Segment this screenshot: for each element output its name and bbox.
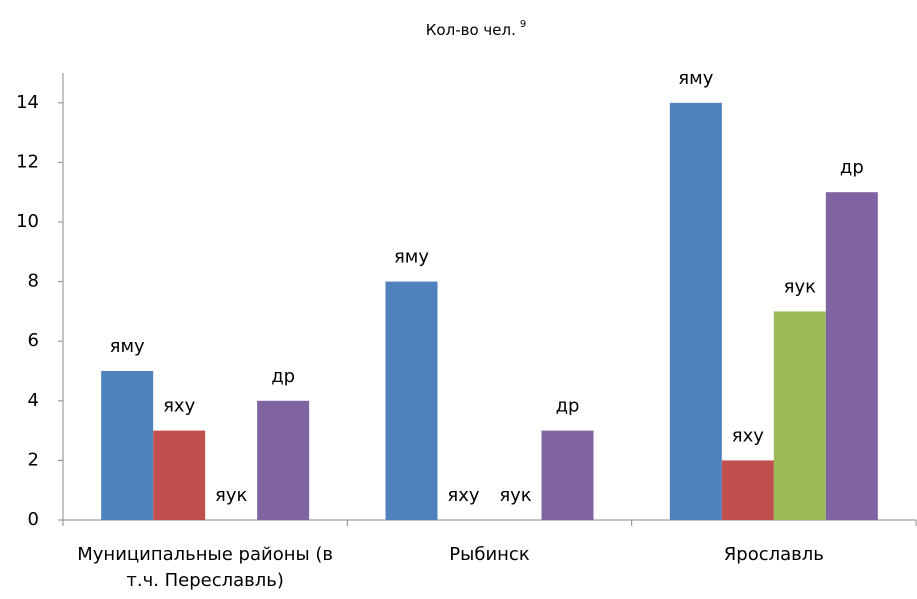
data-label: яму [394, 247, 429, 268]
title-text: Кол-во чел. [426, 21, 516, 39]
y-tick-label: 8 [28, 271, 39, 292]
bar [825, 192, 878, 520]
data-label: яму [678, 68, 713, 89]
bar [541, 430, 594, 520]
data-label: яху [732, 425, 764, 446]
x-tick-label: Ярославль [723, 544, 824, 565]
bar [385, 281, 438, 520]
bar [773, 311, 826, 520]
data-label: др [840, 157, 864, 178]
bar [669, 102, 722, 521]
data-label: др [556, 396, 580, 417]
y-tick-label: 12 [16, 151, 39, 172]
data-label: яху [447, 485, 479, 506]
bar [257, 400, 310, 520]
y-tick-label: 4 [28, 390, 39, 411]
bar [101, 371, 154, 520]
y-tick-label: 6 [28, 330, 39, 351]
data-label: др [271, 366, 295, 387]
x-tick-label: Муниципальные районы (в т.ч. Переславль) [77, 544, 334, 591]
title-footnote: 9 [520, 19, 526, 30]
y-tick-label: 14 [16, 92, 39, 113]
data-label: яук [784, 276, 816, 297]
data-label: яук [499, 485, 531, 506]
data-label: яму [110, 336, 145, 357]
data-label: яху [163, 396, 195, 417]
chart-title: Кол-во чел. 9 [426, 19, 526, 39]
data-label: яук [215, 485, 247, 506]
y-tick-label: 10 [16, 211, 39, 232]
bar [721, 460, 774, 520]
y-tick-label: 2 [28, 449, 39, 470]
y-tick-label: 0 [28, 509, 39, 530]
x-tick-label: Рыбинск [449, 544, 530, 565]
bar [153, 430, 206, 520]
